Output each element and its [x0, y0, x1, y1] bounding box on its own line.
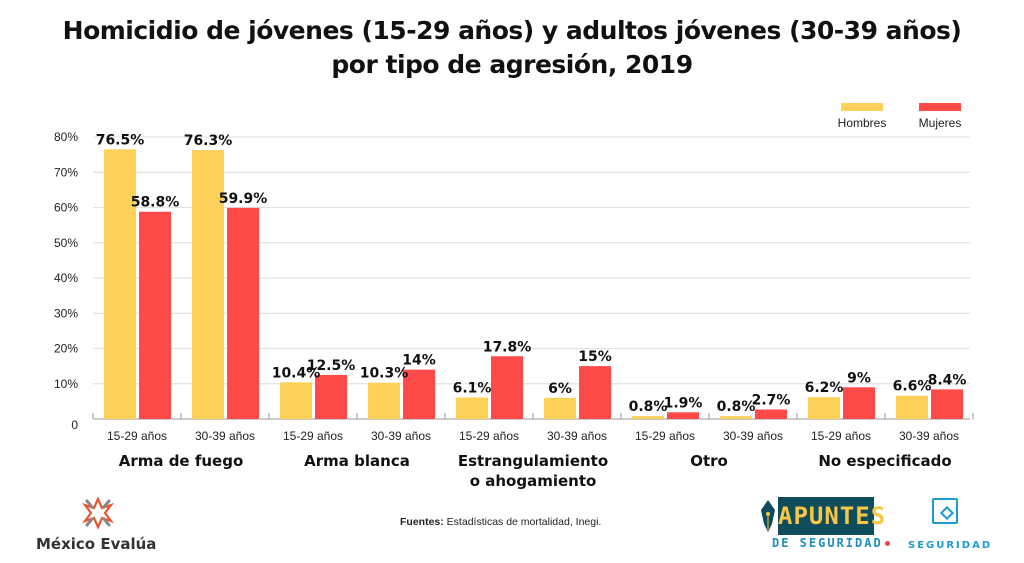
- data-label: 1.9%: [664, 395, 703, 411]
- x-axis: 15-29 años 30-39 años 15-29 años 30-39 años…: [92, 413, 974, 490]
- y-tick-label: 10%: [54, 377, 78, 391]
- bar-hombres: [368, 382, 400, 419]
- chart-title: Homicidio de jóvenes (15-29 años) y adul…: [0, 14, 1024, 82]
- gridlines: [93, 136, 970, 385]
- seguridad-square-icon: [932, 498, 958, 524]
- data-label: 59.9%: [219, 191, 268, 207]
- x-subcategory-label: 30-39 años: [371, 429, 431, 443]
- data-label: 0.8%: [717, 399, 756, 415]
- legend-label-mujeres: Mujeres: [919, 116, 962, 130]
- y-tick-label: 50%: [54, 236, 78, 250]
- seguridad-text: SEGURIDAD: [908, 540, 993, 551]
- x-subcategory-label: 15-29 años: [459, 429, 519, 443]
- bar-hombres: [192, 150, 224, 420]
- bar-hombres: [808, 397, 840, 419]
- bar-mujeres: [139, 211, 171, 419]
- data-label: 6.6%: [893, 379, 932, 395]
- diamond-icon: [939, 505, 955, 521]
- x-subcategory-label: 15-29 años: [811, 429, 871, 443]
- bar-mujeres: [931, 389, 963, 419]
- seguridad-logo: SEGURIDAD: [906, 496, 996, 556]
- x-subcategory-label: 15-29 años: [283, 429, 343, 443]
- mexico-evalua-star-icon: [82, 497, 114, 530]
- data-label: 6.1%: [453, 380, 492, 396]
- bar-mujeres: [403, 369, 435, 419]
- data-label: 8.4%: [928, 372, 967, 388]
- y-axis: 0 10% 20% 30% 40% 50% 60% 70% 80%: [54, 130, 78, 432]
- bar-mujeres: [755, 409, 787, 419]
- source-prefix: Fuentes:: [400, 516, 444, 528]
- x-category-label: Otro: [690, 452, 728, 470]
- apuntes-subtitle-text: DE SEGURIDAD: [772, 536, 883, 550]
- bar-mujeres: [667, 412, 699, 419]
- y-tick-label: 70%: [54, 165, 78, 179]
- mexico-evalua-logo: México Evalúa: [28, 497, 168, 557]
- y-tick-label: 30%: [54, 306, 78, 320]
- apuntes-subtitle: DE SEGURIDAD: [772, 536, 890, 550]
- bar-hombres: [104, 149, 136, 419]
- bar-mujeres: [227, 207, 259, 419]
- data-label: 58.8%: [131, 195, 180, 211]
- source-text: Estadísticas de mortalidad, Inegi.: [443, 516, 602, 528]
- data-labels: 76.5% 76.3% 10.4% 10.3% 6.1% 6% 0.8% 0.8% 6.2% 6.…: [96, 132, 967, 415]
- data-label: 0.8%: [629, 399, 668, 415]
- y-tick-label: 40%: [54, 271, 78, 285]
- data-label: 76.5%: [96, 132, 145, 148]
- y-tick-label: 0: [71, 418, 78, 432]
- bar-hombres: [632, 416, 664, 419]
- red-dot-icon: [884, 541, 890, 546]
- data-label: 12.5%: [307, 358, 356, 374]
- bar-hombres: [280, 382, 312, 419]
- apuntes-de-seguridad-logo: APUNTES DE SEGURIDAD: [752, 494, 892, 554]
- x-subcategory-label: 30-39 años: [195, 429, 255, 443]
- bar-mujeres: [491, 356, 523, 419]
- bar-hombres: [544, 397, 576, 419]
- mexico-evalua-name: México Evalúa: [36, 535, 157, 553]
- x-category-label: Estrangulamiento: [458, 452, 608, 470]
- fountain-pen-icon: [761, 500, 775, 532]
- bars: [104, 149, 963, 420]
- x-category-label: Arma de fuego: [119, 452, 244, 470]
- legend-label-hombres: Hombres: [838, 116, 887, 130]
- chart-title-line-2: por tipo de agresión, 2019: [331, 50, 693, 79]
- data-label: 15%: [578, 349, 612, 365]
- apuntes-wordmark: APUNTES: [778, 497, 885, 535]
- x-subcategory-label: 15-29 años: [635, 429, 695, 443]
- data-label: 10.3%: [360, 366, 409, 382]
- x-category-label: o ahogamiento: [470, 472, 597, 490]
- data-label: 10.4%: [272, 365, 321, 381]
- data-label: 2.7%: [752, 392, 791, 408]
- chart-title-line-1: Homicidio de jóvenes (15-29 años) y adul…: [62, 16, 962, 45]
- bar-hombres: [720, 416, 752, 419]
- legend: Hombres Mujeres: [838, 103, 962, 130]
- data-label: 9%: [847, 370, 871, 386]
- y-tick-label: 80%: [54, 130, 78, 144]
- data-label: 14%: [402, 353, 436, 369]
- x-category-label: Arma blanca: [304, 452, 410, 470]
- bar-mujeres: [579, 366, 611, 419]
- x-subcategory-label: 30-39 años: [723, 429, 783, 443]
- data-label: 17.8%: [483, 339, 532, 355]
- data-label: 6%: [548, 381, 572, 397]
- x-category-label: No especificado: [818, 452, 951, 470]
- x-subcategory-label: 15-29 años: [107, 429, 167, 443]
- x-subcategory-label: 30-39 años: [547, 429, 607, 443]
- data-label: 76.3%: [184, 133, 233, 149]
- bar-hombres: [896, 395, 928, 419]
- bar-mujeres: [843, 387, 875, 419]
- bar-hombres: [456, 397, 488, 419]
- legend-swatch-hombres: [841, 103, 883, 111]
- data-label: 6.2%: [805, 380, 844, 396]
- source-note: Fuentes: Estadísticas de mortalidad, Ine…: [400, 516, 601, 528]
- legend-swatch-mujeres: [919, 103, 961, 111]
- bar-mujeres: [315, 374, 347, 419]
- y-tick-label: 60%: [54, 201, 78, 215]
- y-tick-label: 20%: [54, 342, 78, 356]
- x-subcategory-label: 30-39 años: [899, 429, 959, 443]
